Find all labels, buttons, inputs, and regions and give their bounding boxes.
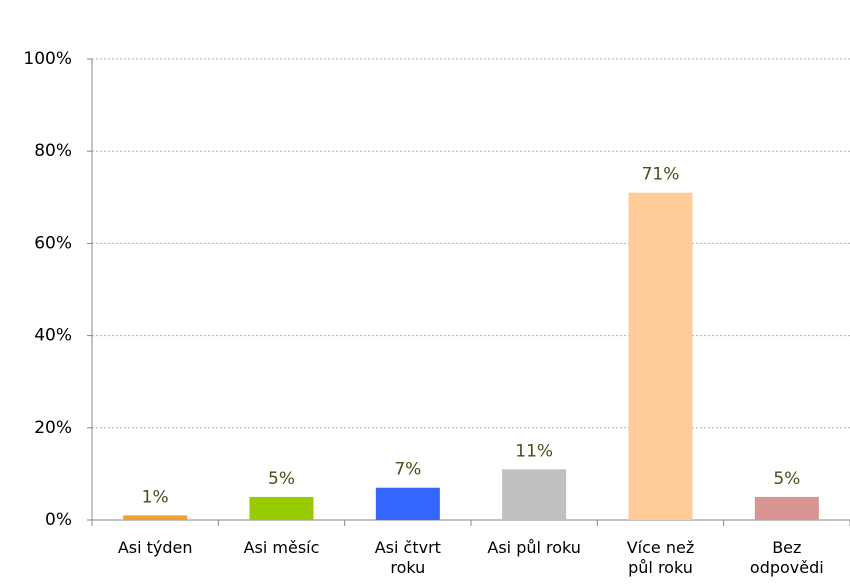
x-tick-label: Asi měsíc bbox=[243, 538, 320, 557]
data-label: 5% bbox=[268, 469, 295, 489]
data-label: 71% bbox=[642, 165, 680, 185]
bar bbox=[754, 496, 819, 520]
x-tick-label: Asi týden bbox=[117, 538, 193, 557]
y-tick-label: 100% bbox=[23, 49, 72, 69]
data-label: 5% bbox=[773, 469, 800, 489]
y-tick-label: 80% bbox=[34, 141, 72, 161]
x-tick-label: Bez odpovědi bbox=[749, 538, 824, 577]
bar bbox=[123, 515, 188, 520]
bar bbox=[502, 469, 567, 520]
bar bbox=[249, 496, 314, 520]
bar bbox=[628, 192, 693, 520]
data-label: 7% bbox=[394, 460, 421, 480]
data-label: 1% bbox=[142, 487, 169, 507]
bar bbox=[375, 487, 440, 520]
y-tick-label: 40% bbox=[34, 326, 72, 346]
y-tick-label: 0% bbox=[45, 510, 72, 530]
x-tick-label: Asi čtvrt roku bbox=[374, 538, 441, 577]
x-tick-label: Asi půl roku bbox=[487, 538, 581, 557]
y-tick-label: 60% bbox=[34, 233, 72, 253]
data-label: 11% bbox=[515, 441, 553, 461]
y-tick-label: 20% bbox=[34, 418, 72, 438]
x-tick-label: Více než půl roku bbox=[626, 538, 695, 577]
